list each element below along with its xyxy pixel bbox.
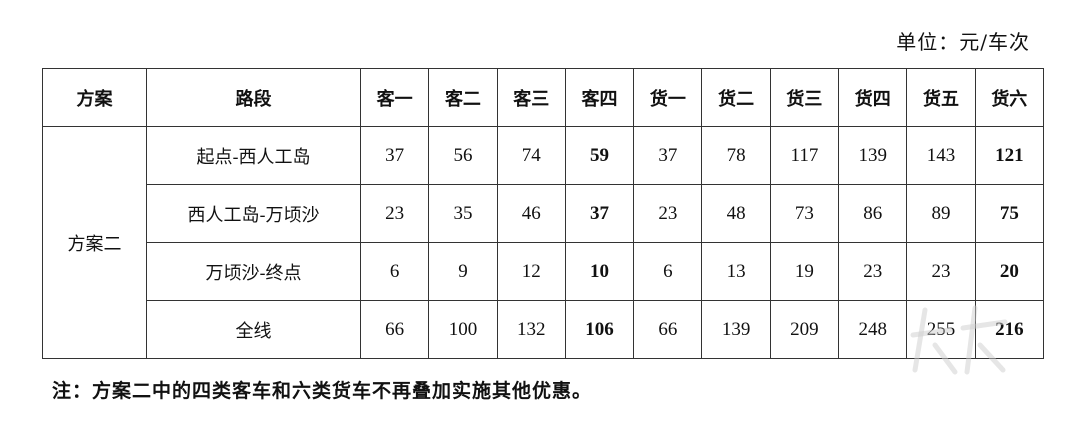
header-row: 方案 路段 客一 客二 客三 客四 货一 货二 货三 货四 货五 货六	[42, 68, 1044, 127]
value-cell: 12	[496, 242, 566, 301]
value-cell: 66	[359, 300, 430, 359]
segment-cell: 西人工岛-万顷沙	[146, 184, 361, 243]
value-cell: 117	[769, 126, 840, 185]
value-cell: 209	[769, 300, 840, 359]
table-row: 全线 66 100 132 106 66 139 209 248 255 216	[43, 300, 1044, 359]
value-cell: 255	[906, 300, 976, 359]
value-cell: 23	[906, 242, 976, 301]
value-cell: 10	[564, 242, 635, 301]
value-cell: 66	[633, 300, 703, 359]
value-cell: 23	[359, 184, 430, 243]
column-header: 客四	[564, 68, 635, 127]
value-cell: 132	[496, 300, 566, 359]
column-header: 货三	[769, 68, 840, 127]
value-cell: 216	[974, 300, 1044, 359]
value-cell: 37	[564, 184, 635, 243]
value-cell: 121	[974, 126, 1044, 185]
column-header: 客二	[428, 68, 498, 127]
value-cell: 37	[359, 126, 430, 185]
value-cell: 75	[974, 184, 1044, 243]
value-cell: 23	[633, 184, 703, 243]
column-header: 货二	[701, 68, 771, 127]
value-cell: 248	[838, 300, 908, 359]
value-cell: 23	[838, 242, 908, 301]
value-cell: 86	[838, 184, 908, 243]
value-cell: 100	[428, 300, 498, 359]
column-header: 货六	[974, 68, 1044, 127]
value-cell: 9	[428, 242, 498, 301]
value-cell: 139	[701, 300, 771, 359]
value-cell: 48	[701, 184, 771, 243]
plan-cell: 方案二	[42, 126, 147, 359]
value-cell: 46	[496, 184, 566, 243]
value-cell: 6	[633, 242, 703, 301]
value-cell: 59	[564, 126, 635, 185]
value-cell: 106	[564, 300, 635, 359]
table-row: 西人工岛-万顷沙 23 35 46 37 23 48 73 86 89 75	[43, 184, 1044, 243]
column-header: 方案	[42, 68, 147, 127]
column-header: 客一	[359, 68, 430, 127]
value-cell: 6	[359, 242, 430, 301]
value-cell: 89	[906, 184, 976, 243]
footnote: 注：方案二中的四类客车和六类货车不再叠加实施其他优惠。	[52, 380, 593, 402]
column-header: 客三	[496, 68, 566, 127]
value-cell: 74	[496, 126, 566, 185]
value-cell: 35	[428, 184, 498, 243]
segment-cell: 万顷沙-终点	[146, 242, 361, 301]
value-cell: 78	[701, 126, 771, 185]
value-cell: 20	[974, 242, 1044, 301]
segment-cell: 全线	[146, 300, 361, 359]
value-cell: 19	[769, 242, 840, 301]
segment-cell: 起点-西人工岛	[146, 126, 361, 185]
column-header: 货一	[633, 68, 703, 127]
column-header: 货四	[838, 68, 908, 127]
unit-label: 单位：元/车次	[896, 30, 1030, 54]
value-cell: 37	[633, 126, 703, 185]
value-cell: 143	[906, 126, 976, 185]
value-cell: 139	[838, 126, 908, 185]
column-header: 路段	[146, 68, 361, 127]
value-cell: 13	[701, 242, 771, 301]
value-cell: 73	[769, 184, 840, 243]
value-cell: 56	[428, 126, 498, 185]
table-row: 万顷沙-终点 6 9 12 10 6 13 19 23 23 20	[43, 242, 1044, 301]
toll-table: 方案 路段 客一 客二 客三 客四 货一 货二 货三 货四 货五 货六 方案二 起点-西人工岛 37 56 7…	[42, 68, 1044, 359]
column-header: 货五	[906, 68, 976, 127]
table-row: 方案二 起点-西人工岛 37 56 74 59 37 78 117 139 143 121	[42, 126, 1044, 359]
